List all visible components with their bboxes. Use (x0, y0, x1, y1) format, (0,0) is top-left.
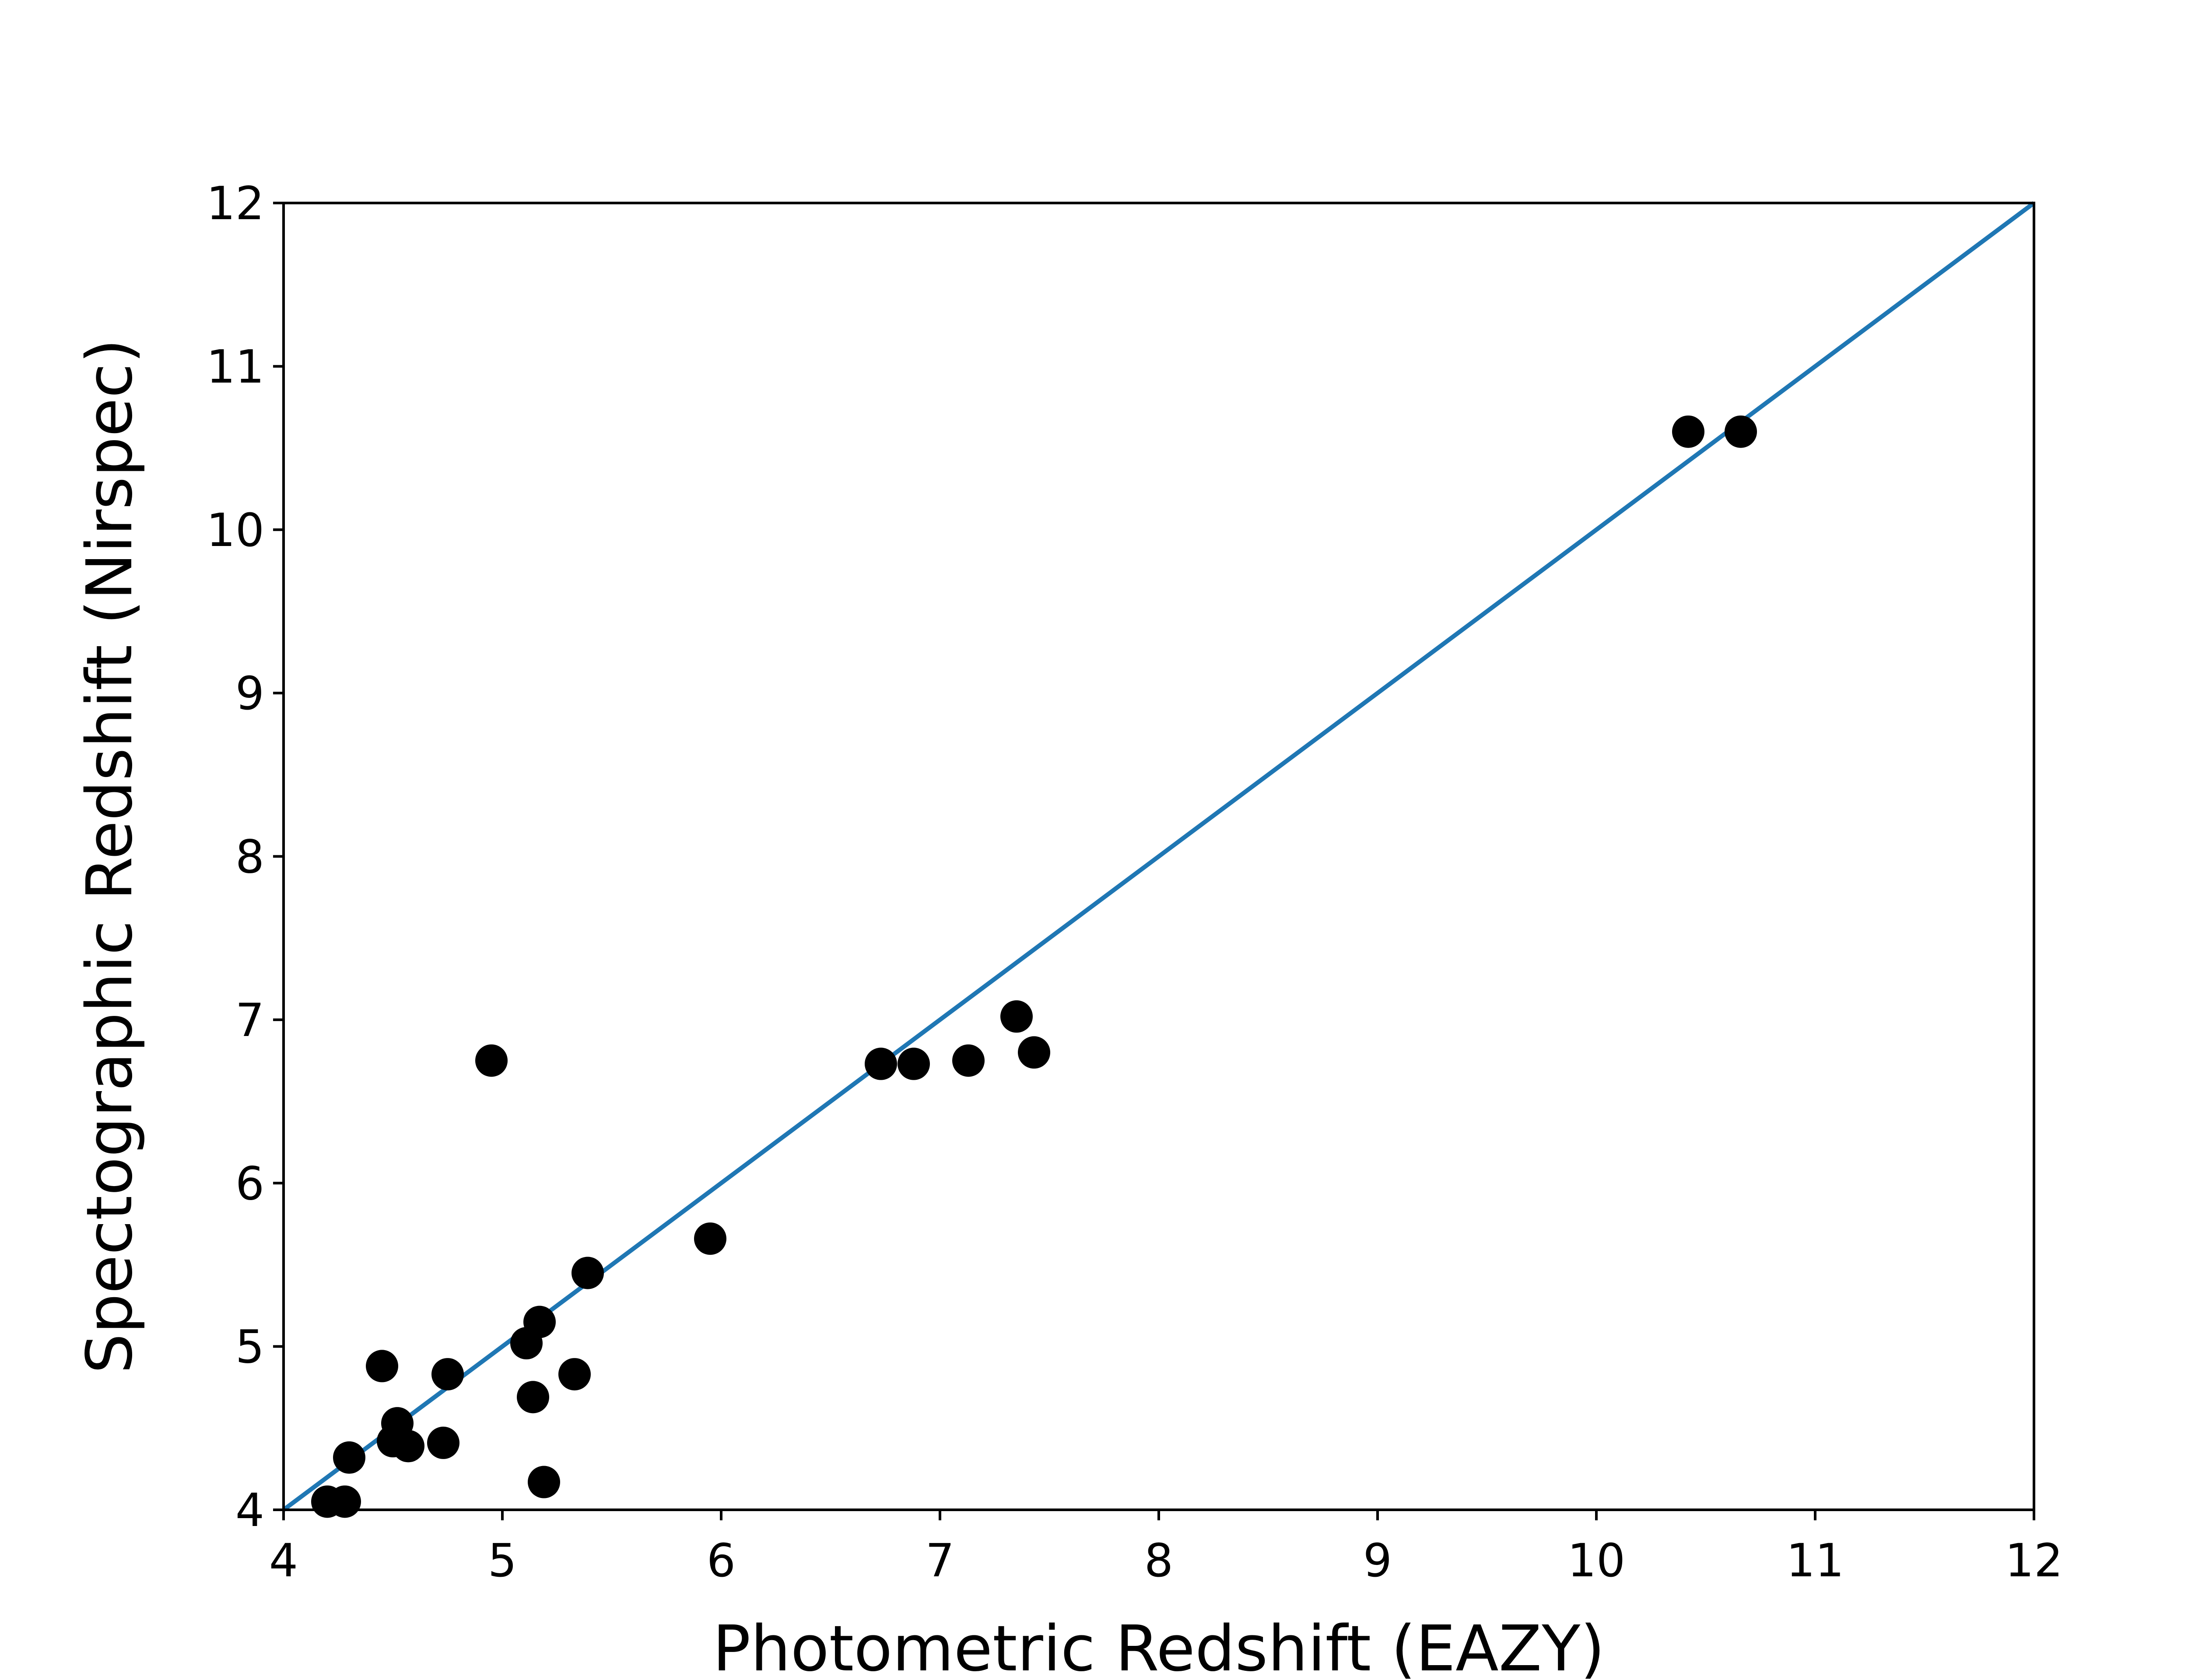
data-point (431, 1358, 464, 1391)
y-tick-label: 5 (235, 1320, 264, 1374)
y-tick-label: 4 (235, 1484, 264, 1537)
data-point (329, 1485, 361, 1518)
x-tick-label: 6 (707, 1534, 736, 1587)
data-point (528, 1466, 560, 1498)
data-point (558, 1358, 591, 1391)
y-axis-label: Spectographic Redshift (Nirspec) (73, 339, 146, 1373)
y-tick-label: 10 (207, 504, 264, 557)
data-point (865, 1047, 897, 1080)
x-tick-label: 7 (926, 1534, 954, 1587)
x-tick-label: 5 (488, 1534, 517, 1587)
y-tick-label: 6 (235, 1157, 264, 1210)
x-tick-label: 12 (2005, 1534, 2063, 1587)
x-axis: 4 5 6 7 8 9 10 11 12 (269, 1510, 2063, 1587)
data-point (1018, 1036, 1050, 1069)
x-axis-label: Photometric Redshift (EAZY) (713, 1612, 1605, 1680)
y-tick-label: 7 (235, 994, 264, 1047)
y-tick-label: 9 (235, 667, 264, 720)
data-point (517, 1381, 549, 1414)
data-point (694, 1222, 726, 1255)
x-tick-label: 9 (1363, 1534, 1392, 1587)
data-point (333, 1441, 365, 1474)
y-axis: 4 5 6 7 8 9 10 11 12 (207, 177, 284, 1537)
data-point (427, 1426, 459, 1459)
data-point (1000, 1000, 1033, 1033)
x-tick-label: 4 (269, 1534, 298, 1587)
y-tick-label: 8 (235, 830, 264, 884)
y-tick-label: 11 (207, 340, 264, 393)
plot-area (282, 201, 2035, 1518)
data-point (392, 1430, 424, 1463)
x-tick-label: 8 (1144, 1534, 1173, 1587)
data-point (952, 1044, 985, 1077)
data-point (523, 1306, 556, 1338)
x-tick-label: 10 (1567, 1534, 1625, 1587)
data-point (1725, 415, 1757, 448)
data-point (1672, 415, 1704, 448)
data-point (572, 1256, 604, 1289)
x-tick-label: 11 (1786, 1534, 1844, 1587)
data-point (366, 1350, 398, 1382)
data-point (898, 1047, 930, 1080)
data-marks (282, 201, 2035, 1518)
data-point (475, 1044, 508, 1077)
y-tick-label: 12 (207, 177, 264, 230)
